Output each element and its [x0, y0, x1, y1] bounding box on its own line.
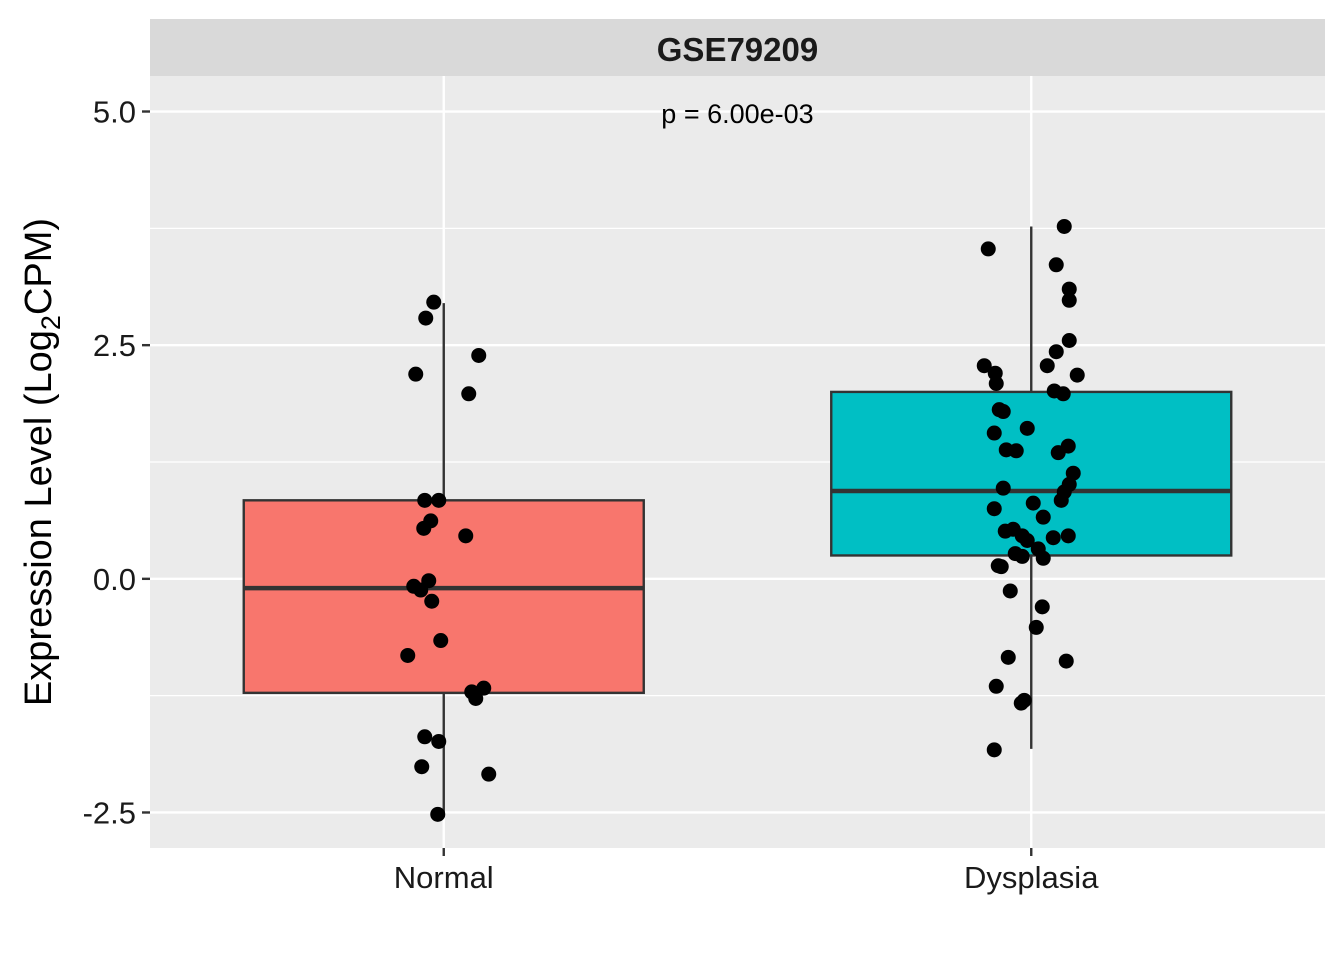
data-point: [424, 593, 440, 609]
strip-background: [150, 19, 1325, 76]
data-point: [468, 690, 484, 706]
data-point: [1013, 695, 1029, 711]
data-point: [1056, 218, 1072, 234]
point-layer: [400, 218, 1085, 822]
data-point: [461, 386, 477, 402]
data-point: [988, 678, 1004, 694]
data-point: [988, 375, 1004, 391]
y-axis-title-suffix: CPM): [18, 218, 60, 315]
data-point: [426, 294, 442, 310]
data-point: [417, 729, 433, 745]
data-point: [1061, 332, 1077, 348]
data-point: [1034, 599, 1050, 615]
data-point: [986, 742, 1002, 758]
data-point: [418, 310, 434, 326]
y-tick-label: -2.5: [83, 795, 136, 830]
data-point: [400, 647, 416, 663]
box-layer: [242, 226, 1233, 818]
data-point: [408, 366, 424, 382]
box-dysplasia: [830, 390, 1233, 557]
data-point: [481, 766, 497, 782]
data-point: [980, 241, 996, 257]
y-axis-title-subscript: 2: [36, 315, 66, 330]
data-point: [995, 404, 1011, 420]
data-point: [986, 501, 1002, 517]
data-point: [1058, 653, 1074, 669]
data-point: [1008, 443, 1024, 459]
data-point: [1060, 528, 1076, 544]
data-point: [414, 759, 430, 775]
data-point: [1061, 292, 1077, 308]
data-point: [1028, 619, 1044, 635]
y-tick-label: 0.0: [93, 562, 136, 597]
data-point: [995, 480, 1011, 496]
data-point: [433, 633, 449, 649]
data-point: [1055, 386, 1071, 402]
data-point: [1002, 583, 1018, 599]
data-point: [430, 806, 446, 822]
data-point: [1045, 530, 1061, 546]
data-point: [1000, 649, 1016, 665]
data-point: [1048, 344, 1064, 360]
y-axis: -2.5 0.0 2.5 5.0: [83, 95, 150, 830]
data-point: [1014, 548, 1030, 564]
data-point: [471, 347, 487, 363]
data-point: [976, 358, 992, 374]
data-point: [416, 520, 432, 536]
data-point: [413, 582, 429, 598]
data-point: [476, 680, 492, 696]
y-tick-label: 2.5: [93, 328, 136, 363]
data-point: [417, 492, 433, 508]
data-point: [1061, 281, 1077, 297]
data-point: [431, 492, 447, 508]
data-point: [431, 733, 447, 749]
data-point: [1053, 492, 1069, 508]
data-point: [1035, 550, 1051, 566]
data-point: [1035, 509, 1051, 525]
y-tick-label: 5.0: [93, 95, 136, 130]
box-normal: [242, 499, 645, 695]
data-point: [1048, 257, 1064, 273]
data-point: [1069, 367, 1085, 383]
x-tick-label: Dysplasia: [964, 860, 1099, 895]
p-value-annotation: p = 6.00e-03: [661, 99, 813, 129]
y-axis-title: Expression Level (Log2CPM): [18, 218, 66, 706]
data-point: [1039, 358, 1055, 374]
data-point: [993, 559, 1009, 575]
panel-title: GSE79209: [657, 31, 818, 68]
data-point: [1025, 495, 1041, 511]
data-point: [458, 528, 474, 544]
data-point: [997, 523, 1013, 539]
x-tick-label: Normal: [394, 860, 494, 895]
data-point: [1050, 445, 1066, 461]
y-axis-title-prefix: Expression Level (Log: [18, 330, 60, 706]
data-point: [1019, 420, 1035, 436]
data-point: [986, 425, 1002, 441]
data-point: [1019, 533, 1035, 549]
x-axis: Normal Dysplasia: [394, 848, 1099, 895]
